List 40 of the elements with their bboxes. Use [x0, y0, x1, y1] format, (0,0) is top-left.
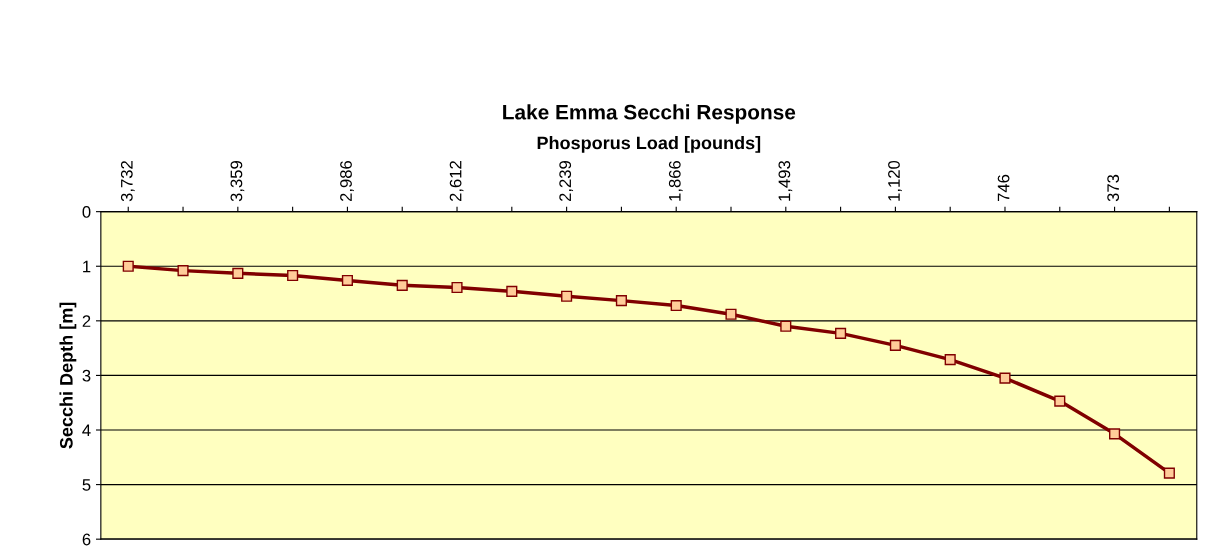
y-tick-label: 1: [83, 260, 91, 273]
point: [780, 320, 792, 332]
x-tick-label: 1,493: [778, 160, 793, 201]
x-tick-label: 373: [1107, 174, 1120, 202]
point: [835, 327, 847, 339]
x-tick-label: 2,986: [340, 160, 354, 202]
x-tick-label: 2,239: [559, 161, 574, 202]
y-tick-label: 5: [82, 479, 91, 491]
point: [670, 299, 682, 312]
point: [122, 260, 134, 272]
x-axis-title: Phosporus Load [pounds]: [537, 136, 761, 153]
x-tick-label: 3,359: [230, 161, 245, 202]
point: [1054, 395, 1066, 407]
point: [287, 269, 299, 282]
point: [889, 339, 901, 351]
point: [232, 267, 244, 279]
point: [451, 281, 463, 294]
point: [999, 372, 1011, 384]
x-tick-label: 1,866: [668, 160, 683, 201]
point: [396, 279, 408, 291]
y-tick-label: 0: [82, 206, 91, 218]
y-tick-label: 4: [82, 424, 91, 437]
point: [177, 265, 189, 277]
point: [341, 274, 353, 286]
point: [1163, 467, 1175, 479]
x-tick-label: 2,612: [449, 161, 464, 202]
y-tick-label: 6: [82, 533, 91, 546]
point: [944, 354, 956, 366]
point: [1109, 428, 1121, 440]
x-tick-label: 3,732: [120, 161, 135, 202]
point: [561, 290, 573, 302]
x-tick-label: 1,120: [888, 160, 902, 201]
point: [725, 308, 737, 320]
y-tick-label: 3: [82, 369, 91, 382]
y-tick-label: 2: [82, 315, 91, 327]
chart-title: Lake Emma Secchi Response: [503, 104, 796, 124]
point: [615, 295, 627, 307]
point: [506, 285, 518, 297]
x-tick-label: 746: [997, 174, 1010, 202]
y-axis-title: Secchi Depth [m]: [59, 302, 77, 449]
